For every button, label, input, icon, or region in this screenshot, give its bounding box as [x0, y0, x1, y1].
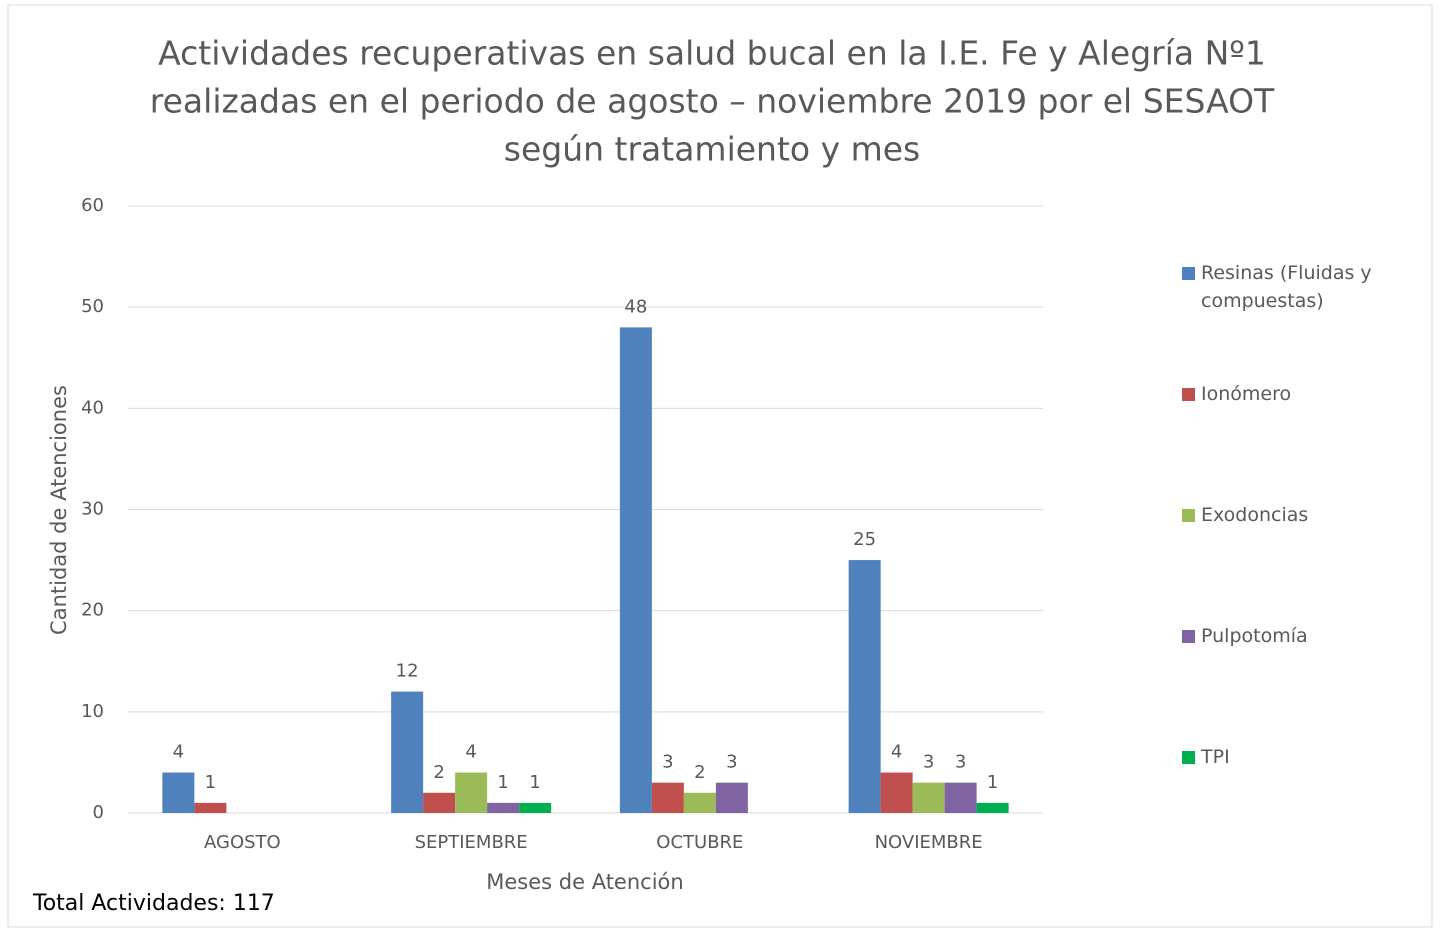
- y-tick-label: 30: [81, 499, 104, 520]
- y-axis-label: Cantidad de Atenciones: [47, 385, 71, 635]
- data-label: 1: [205, 772, 216, 793]
- y-tick-label: 50: [81, 296, 104, 317]
- bar: [944, 782, 977, 813]
- data-label: 2: [433, 762, 444, 783]
- chart-border: [7, 4, 1433, 928]
- bar: [880, 772, 913, 813]
- bar: [391, 691, 424, 813]
- y-tick-label: 0: [93, 802, 104, 823]
- x-tick-label: OCTUBRE: [656, 832, 743, 853]
- y-tick-label: 60: [81, 195, 104, 216]
- x-tick-label: SEPTIEMBRE: [415, 832, 528, 853]
- bar: [423, 792, 456, 813]
- chart-title: Actividades recuperativas en salud bucal…: [158, 34, 1266, 73]
- data-label: 4: [465, 742, 476, 763]
- data-label: 1: [987, 772, 998, 793]
- legend-swatch: [1182, 751, 1195, 764]
- data-label: 4: [891, 742, 902, 763]
- bar: [651, 782, 684, 813]
- x-tick-label: AGOSTO: [204, 832, 281, 853]
- legend-swatch: [1182, 509, 1195, 522]
- data-label: 4: [173, 742, 184, 763]
- data-label: 48: [624, 296, 647, 317]
- y-tick-label: 10: [81, 701, 104, 722]
- legend-item: TPI: [1182, 743, 1402, 771]
- bar: [455, 772, 488, 813]
- bar: [683, 792, 716, 813]
- bar: [162, 772, 195, 813]
- legend-item: Exodoncias: [1182, 501, 1402, 529]
- data-label: 3: [923, 752, 934, 773]
- bar: [519, 802, 552, 813]
- data-label: 3: [726, 752, 737, 773]
- data-label: 1: [529, 772, 540, 793]
- bar: [715, 782, 748, 813]
- legend-item: Resinas (Fluidas y compuestas): [1182, 259, 1402, 315]
- x-axis-label: Meses de Atención: [486, 870, 683, 894]
- data-label: 3: [955, 752, 966, 773]
- bar: [848, 560, 881, 813]
- legend-item: Ionómero: [1182, 380, 1402, 408]
- data-label: 25: [853, 529, 876, 550]
- bar: [976, 802, 1009, 813]
- bar: [194, 802, 227, 813]
- legend-swatch: [1182, 388, 1195, 401]
- legend-item: Pulpotomía: [1182, 622, 1402, 650]
- bar: [619, 327, 652, 813]
- data-label: 3: [662, 752, 673, 773]
- chart-title: según tratamiento y mes: [504, 130, 920, 169]
- legend-label: TPI: [1201, 746, 1230, 768]
- data-label: 2: [694, 762, 705, 783]
- legend-label: Pulpotomía: [1201, 625, 1308, 647]
- y-tick-label: 40: [81, 397, 104, 418]
- legend-label: Exodoncias: [1201, 504, 1309, 526]
- y-tick-label: 20: [81, 600, 104, 621]
- data-label: 1: [497, 772, 508, 793]
- legend-label: Resinas (Fluidas y compuestas): [1201, 262, 1372, 312]
- bar: [912, 782, 945, 813]
- annotation: Total Actividades: 117: [32, 891, 275, 916]
- legend-label: Ionómero: [1201, 383, 1292, 405]
- x-tick-label: NOVIEMBRE: [875, 832, 983, 853]
- chart-title: realizadas en el periodo de agosto – nov…: [150, 82, 1275, 121]
- data-label: 12: [396, 661, 419, 682]
- bar: [487, 802, 520, 813]
- legend-swatch: [1182, 267, 1195, 280]
- legend-swatch: [1182, 630, 1195, 643]
